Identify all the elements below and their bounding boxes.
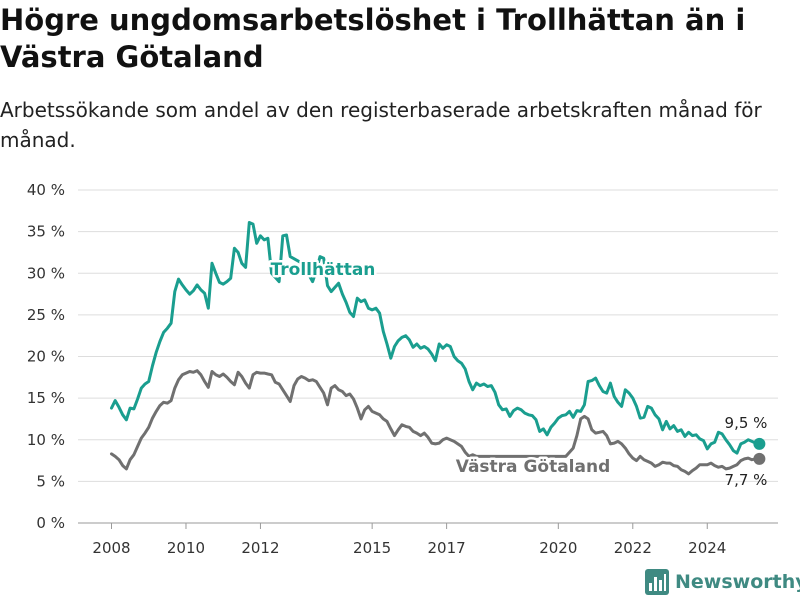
y-tick-label: 15 %	[27, 389, 65, 407]
y-tick-label: 0 %	[36, 514, 65, 532]
newsworthy-logo: Newsworthy	[645, 567, 800, 597]
y-tick-label: 40 %	[27, 181, 65, 199]
y-tick-label: 30 %	[27, 264, 65, 282]
x-tick-label: 2017	[428, 539, 466, 557]
grid-lines	[78, 189, 778, 524]
bar-chart-logo-icon	[645, 569, 669, 595]
x-tick-label: 2012	[241, 539, 279, 557]
y-tick-label: 5 %	[36, 472, 65, 490]
series-labels: Trollhättan Västra Götaland 9,5 % 7,7 %	[268, 258, 768, 490]
x-tick-label: 2024	[688, 539, 726, 557]
y-tick-label: 10 %	[27, 431, 65, 449]
chart-title: Högre ungdomsarbetslöshet i Trollhättan …	[0, 3, 746, 74]
x-tick-label: 2008	[92, 539, 130, 557]
series-end-point-trollhattan	[753, 437, 766, 450]
series-end-point-vastra-gotaland	[753, 452, 766, 465]
y-tick-label: 25 %	[27, 306, 65, 324]
series-label-trollhattan: Trollhättan	[271, 260, 376, 280]
brand-name: Newsworthy	[675, 571, 800, 593]
y-tick-label: 35 %	[27, 223, 65, 241]
x-tick-label: 2020	[539, 539, 577, 557]
x-tick-label: 2015	[353, 539, 391, 557]
x-tick-label: 2010	[167, 539, 205, 557]
y-axis-ticks: 0 % 5 % 10 % 15 % 20 % 25 % 30 % 35 % 40 %	[27, 181, 65, 532]
x-axis-ticks: 2008 2010 2012 2015 2017 2020 2022 2024	[92, 523, 726, 557]
series-label-vastra-gotaland: Västra Götaland	[456, 457, 611, 477]
x-tick-label: 2022	[614, 539, 652, 557]
chart-subtitle: Arbetssökande som andel av den registerb…	[0, 98, 762, 152]
series-lines	[110, 221, 766, 476]
end-value-label: 9,5 %	[725, 414, 768, 432]
y-tick-label: 20 %	[27, 348, 65, 366]
series-line-vastra-gotaland	[110, 369, 761, 476]
series-line-trollhattan	[110, 221, 761, 455]
end-value-label: 7,7 %	[725, 471, 768, 489]
